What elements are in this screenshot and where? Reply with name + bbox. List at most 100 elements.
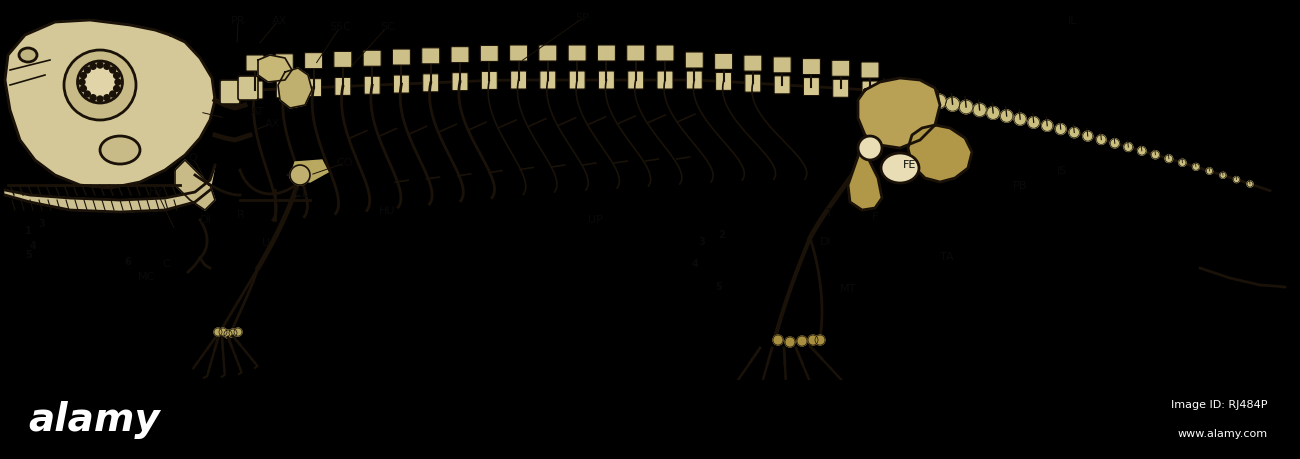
Circle shape: [1014, 113, 1026, 125]
FancyBboxPatch shape: [277, 80, 292, 98]
FancyBboxPatch shape: [715, 53, 733, 69]
Circle shape: [809, 335, 818, 345]
Circle shape: [224, 330, 231, 338]
Polygon shape: [176, 160, 214, 210]
Circle shape: [1152, 151, 1160, 159]
FancyBboxPatch shape: [803, 78, 819, 95]
FancyBboxPatch shape: [481, 72, 498, 90]
Circle shape: [1247, 181, 1253, 187]
FancyBboxPatch shape: [393, 49, 411, 65]
Circle shape: [104, 95, 110, 101]
Circle shape: [113, 85, 120, 91]
Polygon shape: [5, 165, 214, 212]
Circle shape: [861, 139, 879, 157]
Circle shape: [918, 91, 933, 106]
Text: AX: AX: [272, 16, 287, 26]
FancyBboxPatch shape: [451, 47, 469, 62]
FancyBboxPatch shape: [334, 51, 352, 67]
Text: DI: DI: [819, 237, 832, 247]
Text: CL: CL: [295, 189, 308, 199]
Text: SP: SP: [576, 13, 589, 23]
Text: C: C: [162, 259, 170, 269]
Circle shape: [229, 329, 237, 337]
Circle shape: [1192, 163, 1200, 170]
Text: PR: PR: [230, 16, 246, 26]
Circle shape: [98, 96, 103, 102]
Text: Image ID: RJ484P: Image ID: RJ484P: [1171, 400, 1268, 410]
Text: 4: 4: [29, 241, 36, 251]
Polygon shape: [5, 20, 214, 188]
Circle shape: [81, 73, 86, 78]
Circle shape: [290, 165, 309, 185]
Text: alamy: alamy: [29, 401, 160, 438]
FancyBboxPatch shape: [335, 78, 351, 95]
Circle shape: [1124, 143, 1132, 151]
Text: AX: AX: [265, 118, 281, 129]
Text: SC: SC: [380, 22, 395, 32]
Circle shape: [1234, 177, 1239, 183]
Text: IS: IS: [1057, 166, 1067, 176]
Text: DI: DI: [199, 215, 212, 225]
FancyBboxPatch shape: [744, 55, 762, 71]
Circle shape: [932, 94, 946, 108]
FancyBboxPatch shape: [540, 71, 556, 89]
Polygon shape: [257, 55, 292, 82]
Text: 5: 5: [25, 251, 32, 260]
FancyBboxPatch shape: [511, 71, 526, 89]
FancyBboxPatch shape: [540, 45, 556, 61]
Circle shape: [84, 67, 90, 73]
Text: 2: 2: [718, 230, 725, 240]
Text: 4: 4: [692, 259, 699, 269]
Text: Q: Q: [188, 153, 196, 163]
Text: TA: TA: [940, 252, 953, 262]
Circle shape: [945, 97, 959, 111]
Circle shape: [891, 86, 906, 101]
Circle shape: [84, 91, 90, 97]
Circle shape: [785, 337, 796, 347]
FancyBboxPatch shape: [568, 45, 586, 61]
FancyBboxPatch shape: [627, 45, 645, 61]
FancyBboxPatch shape: [247, 81, 263, 99]
Text: MT: MT: [840, 284, 855, 294]
Text: 5: 5: [715, 282, 723, 292]
Circle shape: [113, 73, 120, 78]
Circle shape: [774, 335, 783, 345]
Ellipse shape: [78, 61, 122, 103]
FancyBboxPatch shape: [363, 50, 381, 66]
Circle shape: [1219, 172, 1226, 178]
Circle shape: [218, 328, 227, 336]
FancyBboxPatch shape: [745, 74, 760, 92]
Text: R: R: [237, 210, 244, 220]
Text: PB: PB: [1013, 181, 1028, 191]
Circle shape: [878, 83, 893, 99]
Text: FE: FE: [903, 160, 916, 170]
Circle shape: [1083, 131, 1093, 141]
FancyBboxPatch shape: [656, 45, 673, 61]
FancyBboxPatch shape: [774, 76, 790, 94]
Text: T: T: [826, 208, 833, 218]
Circle shape: [104, 63, 110, 69]
Circle shape: [972, 103, 987, 117]
FancyBboxPatch shape: [246, 55, 264, 71]
Text: U: U: [263, 238, 270, 248]
Ellipse shape: [100, 136, 140, 164]
FancyBboxPatch shape: [656, 71, 673, 89]
FancyBboxPatch shape: [452, 73, 468, 90]
Circle shape: [1110, 139, 1119, 148]
Circle shape: [858, 136, 881, 160]
Polygon shape: [290, 160, 328, 182]
Text: 3: 3: [38, 219, 46, 229]
Circle shape: [109, 67, 116, 73]
FancyBboxPatch shape: [802, 59, 820, 74]
Ellipse shape: [64, 50, 136, 120]
FancyBboxPatch shape: [364, 76, 380, 94]
FancyBboxPatch shape: [715, 73, 732, 90]
FancyBboxPatch shape: [306, 78, 321, 97]
FancyBboxPatch shape: [774, 57, 792, 73]
FancyBboxPatch shape: [220, 80, 240, 104]
FancyBboxPatch shape: [685, 52, 703, 68]
Text: IL: IL: [1067, 16, 1078, 26]
FancyBboxPatch shape: [422, 74, 438, 92]
Circle shape: [109, 91, 116, 97]
Circle shape: [79, 79, 84, 85]
